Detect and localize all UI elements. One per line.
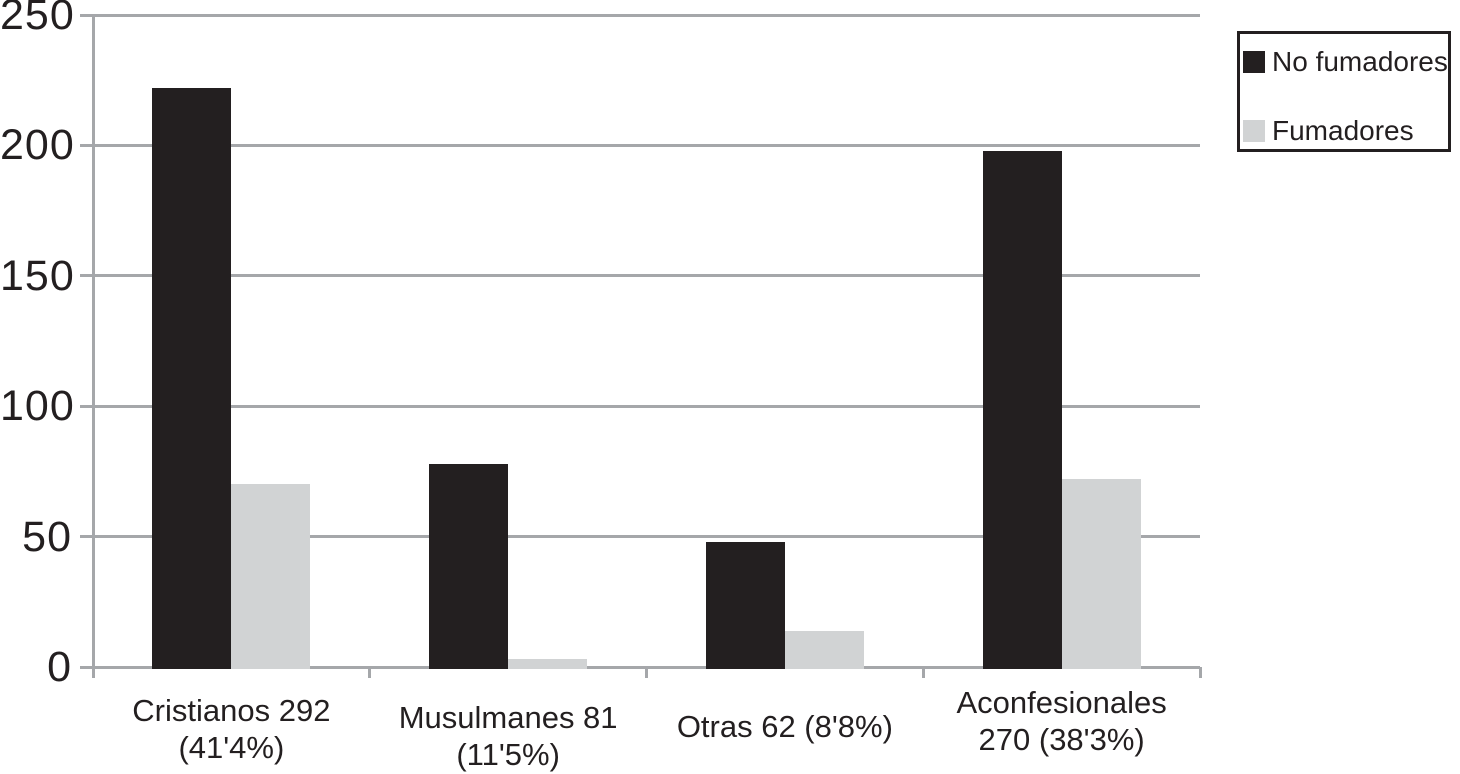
gridline-100 <box>80 404 1200 408</box>
gridline-150 <box>80 274 1200 278</box>
x-axis-label-0: Cristianos 292 (41'4%) <box>93 692 370 766</box>
bar-no-fumadores-otras-62-8-8 <box>705 541 785 669</box>
x-axis-label-2: Otras 62 (8'8%) <box>647 708 924 745</box>
bar-fumadores-musulmanes-81 <box>508 659 588 669</box>
plot-area <box>80 13 1202 678</box>
bar-no-fumadores-aconfesionales <box>982 150 1062 669</box>
y-axis-label-250: 250 <box>0 0 75 39</box>
y-axis-label-50: 50 <box>22 512 72 561</box>
x-axis-label-line: Musulmanes 81 <box>398 700 618 735</box>
x-axis-label-line: (11'5%) <box>456 737 560 772</box>
x-axis-label-line: Aconfesionales <box>956 685 1167 720</box>
x-axis-labels: Cristianos 292 (41'4%) Musulmanes 81 (11'5%… <box>0 684 1460 774</box>
legend-swatch-no-fumadores <box>1243 51 1265 73</box>
y-axis-label-150: 150 <box>0 251 75 300</box>
x-axis-label-3: Aconfesionales 270 (38'3%) <box>923 684 1200 758</box>
legend-swatch-fumadores <box>1243 120 1265 142</box>
x-axis-tick-0 <box>91 667 95 678</box>
x-axis-label-line: (41'4%) <box>178 730 285 765</box>
gridline-250 <box>80 13 1200 17</box>
bar-fumadores-otras-62-8-8 <box>784 630 864 669</box>
x-axis-tick-2 <box>645 667 648 678</box>
bar-fumadores-cristianos-292 <box>231 484 311 669</box>
y-axis-label-200: 200 <box>0 121 75 170</box>
y-axis-line <box>91 15 95 670</box>
gridline-200 <box>80 143 1200 147</box>
gridline-0 <box>80 665 1200 669</box>
bar-no-fumadores-cristianos-292 <box>152 88 232 669</box>
x-axis-tick-3 <box>921 667 925 678</box>
x-axis-tick-4 <box>1198 667 1202 678</box>
x-axis-label-line: Cristianos 292 <box>132 693 331 728</box>
x-axis-tick-1 <box>368 667 372 678</box>
legend: No fumadores Fumadores <box>1237 31 1451 152</box>
legend-label-fumadores: Fumadores <box>1272 115 1414 146</box>
x-axis-label-1: Musulmanes 81 (11'5%) <box>370 699 647 773</box>
legend-label-no-fumadores: No fumadores <box>1272 46 1448 77</box>
bar-no-fumadores-musulmanes-81 <box>429 463 509 669</box>
y-axis-label-0: 0 <box>47 643 72 691</box>
x-axis-label-line: 270 (38'3%) <box>978 722 1145 757</box>
bar-fumadores-aconfesionales <box>1061 479 1141 669</box>
x-axis-label-line: Otras 62 (8'8%) <box>676 709 893 744</box>
legend-item-no-fumadores: No fumadores <box>1243 46 1448 78</box>
y-axis-label-100: 100 <box>0 382 75 431</box>
legend-item-fumadores: Fumadores <box>1243 115 1446 147</box>
gridline-50 <box>80 535 1200 539</box>
